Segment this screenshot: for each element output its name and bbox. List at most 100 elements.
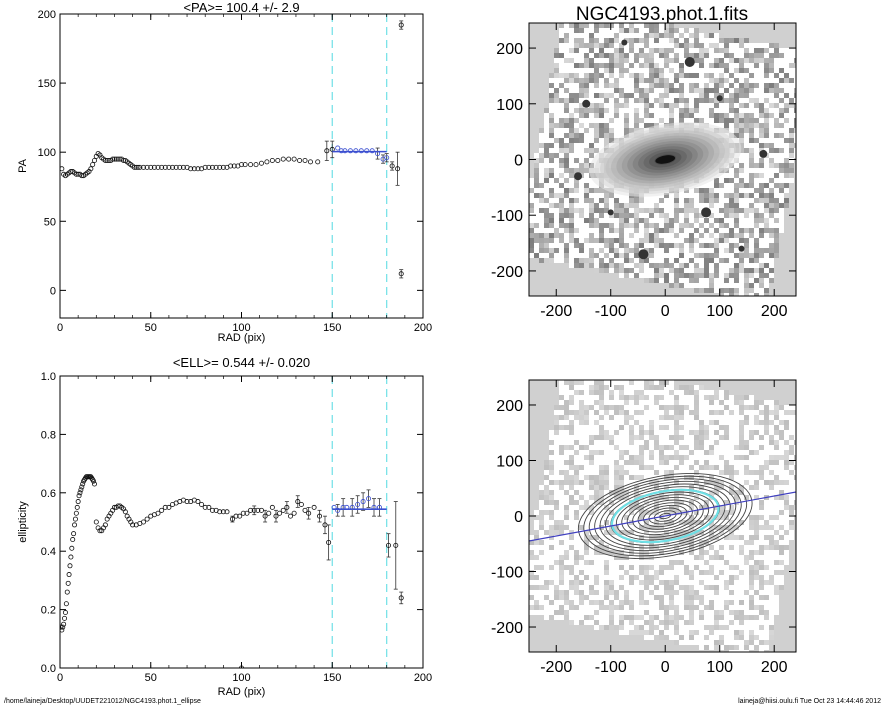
ell-point-98 <box>277 510 283 516</box>
ell-point-94 <box>262 513 268 519</box>
pa-point-57 <box>188 166 194 172</box>
pa-ytick-label-1: 50 <box>44 216 56 228</box>
ell-point-96 <box>269 504 275 510</box>
ell-point-90 <box>248 507 254 513</box>
ell-errorbar-18 <box>386 533 391 558</box>
ell-ytick-label-2: 0.4 <box>41 546 56 558</box>
ell-point-15 <box>72 522 78 528</box>
pa-point-31 <box>115 156 121 162</box>
ell-point-73 <box>184 499 190 505</box>
ell-y-axis: 0.0 0.2 0.4 0.6 0.8 1.0 <box>41 371 423 675</box>
ell-point-6 <box>63 601 69 607</box>
ell-point-109 <box>322 522 328 528</box>
pa-xtick-label-2: 100 <box>232 322 250 334</box>
pa-point-62 <box>206 164 212 170</box>
ell-point-80 <box>209 507 215 513</box>
pa-point-46 <box>148 164 154 170</box>
ell-point-19 <box>75 499 81 505</box>
pa-point-52 <box>170 164 176 170</box>
ell-point-85 <box>229 516 235 522</box>
im1-xtick-label-4: 200 <box>761 303 788 320</box>
ell-boundary-lines <box>331 376 388 668</box>
pa-point-17 <box>90 162 96 168</box>
star-6 <box>621 39 628 46</box>
pa-point-86 <box>324 148 330 154</box>
pa-point-85 <box>315 159 321 165</box>
im1-xtick-label-1: -100 <box>595 303 627 320</box>
im1-ytick-label-0: -200 <box>491 264 523 281</box>
pa-point-59 <box>195 166 201 172</box>
ell-point-43 <box>102 522 108 528</box>
ell-xtick-label-4: 200 <box>414 672 432 684</box>
pa-panel: <PA>= 100.4 +/- 2.9 0 50 100 150 200 0 50 100 1… <box>17 0 432 344</box>
im2-xtick-label-0: -200 <box>540 659 572 676</box>
pa-point-89 <box>338 148 344 154</box>
image-title: NGC4193.phot.1.fits <box>576 4 748 25</box>
ell-point-67 <box>162 504 168 510</box>
ell-point-76 <box>195 499 201 505</box>
pa-point-94 <box>364 148 370 154</box>
pa-ytick-label-4: 200 <box>38 9 56 21</box>
pa-xtick-label-1: 50 <box>145 322 157 334</box>
ell-point-66 <box>159 507 165 513</box>
ell-point-23 <box>79 484 85 490</box>
pa-point-24 <box>102 157 108 163</box>
pa-point-82 <box>297 157 303 163</box>
ell-point-3 <box>61 621 67 627</box>
ell-xlabel: RAD (pix) <box>218 686 266 698</box>
pa-x-axis: 0 50 100 150 200 <box>57 14 432 334</box>
ell-point-65 <box>155 510 161 516</box>
ell-point-54 <box>122 509 128 515</box>
ell-point-108 <box>317 513 323 519</box>
ell-errorbar-7 <box>317 509 322 523</box>
im1-ytick-label-4: 200 <box>496 41 523 58</box>
pa-errorbar-5 <box>390 161 395 171</box>
ell-point-99 <box>280 507 286 513</box>
ell-errorbar-9 <box>326 524 331 561</box>
ell-point-87 <box>237 513 243 519</box>
ell-point-11 <box>68 554 74 560</box>
ell-point-88 <box>240 510 246 516</box>
im1-xtick-label-2: 0 <box>661 303 670 320</box>
star-4 <box>574 172 583 181</box>
im1-ytick-label-1: -100 <box>491 208 523 225</box>
pa-point-18 <box>91 157 97 163</box>
ell-ytick-label-3: 0.6 <box>41 488 56 500</box>
ell-errorbar-16 <box>371 498 376 517</box>
ell-point-13 <box>70 537 76 543</box>
im2-xtick-label-2: 0 <box>661 659 670 676</box>
image-top-galaxy <box>574 39 768 260</box>
pa-point-98 <box>384 155 390 161</box>
ell-point-89 <box>244 510 250 516</box>
image-bottom-pixels <box>529 380 796 652</box>
ell-point-24 <box>80 481 86 487</box>
ell-point-68 <box>166 504 172 510</box>
pa-point-95 <box>369 148 375 154</box>
ell-ylabel: ellipticity <box>17 501 29 543</box>
im2-ytick-label-4: 200 <box>496 398 523 415</box>
pa-point-51 <box>166 164 172 170</box>
pa-point-79 <box>280 156 286 162</box>
ell-ytick-label-5: 1.0 <box>41 371 56 383</box>
ell-point-61 <box>140 519 146 525</box>
ell-point-8 <box>65 580 71 586</box>
im2-ytick-label-0: -200 <box>491 620 523 637</box>
ell-point-17 <box>73 510 79 516</box>
pa-errorbar-3 <box>381 154 386 164</box>
pa-errorbar-2 <box>375 147 380 160</box>
ell-ytick-label-1: 0.2 <box>41 605 56 617</box>
ell-point-122 <box>393 542 399 548</box>
pa-point-76 <box>264 159 270 165</box>
pa-point-61 <box>202 164 208 170</box>
ell-point-97 <box>273 513 279 519</box>
ell-axes-frame <box>59 375 424 669</box>
ell-errorbar-10 <box>335 504 340 517</box>
pa-point-73 <box>248 162 254 168</box>
pa-xtick-label-3: 150 <box>323 322 341 334</box>
ell-errorbar-2 <box>263 509 268 523</box>
pa-errorbar-7 <box>399 20 404 30</box>
pa-point-78 <box>275 157 281 163</box>
pa-point-47 <box>151 164 157 170</box>
image-top-pixels <box>529 23 796 296</box>
ell-point-83 <box>220 509 226 515</box>
